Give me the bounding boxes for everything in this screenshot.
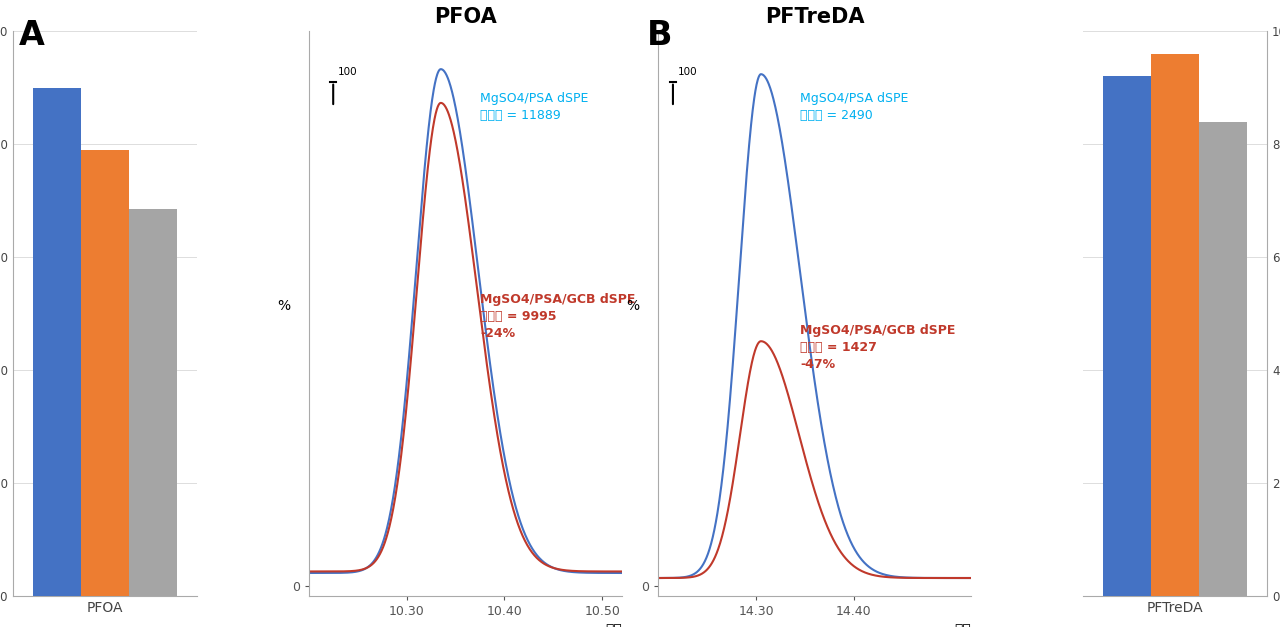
- Title: PFTreDA: PFTreDA: [765, 7, 864, 27]
- Text: A: A: [19, 19, 45, 52]
- Text: MgSO4/PSA/GCB dSPE
峰面积 = 1427
-47%: MgSO4/PSA/GCB dSPE 峰面积 = 1427 -47%: [800, 324, 955, 371]
- Title: PFOA: PFOA: [434, 7, 497, 27]
- Text: 100: 100: [338, 66, 357, 76]
- X-axis label: 时间: 时间: [955, 623, 972, 627]
- Bar: [32, 88, 81, 596]
- X-axis label: 时间: 时间: [605, 623, 622, 627]
- Bar: [1151, 54, 1199, 596]
- Bar: [1199, 122, 1248, 596]
- Bar: [81, 150, 129, 596]
- Text: 100: 100: [678, 66, 698, 76]
- Bar: [129, 209, 177, 596]
- Y-axis label: %: %: [276, 300, 291, 314]
- Bar: [1103, 76, 1151, 596]
- Text: B: B: [646, 19, 672, 52]
- Text: MgSO4/PSA/GCB dSPE
峰面积 = 9995
-24%: MgSO4/PSA/GCB dSPE 峰面积 = 9995 -24%: [480, 293, 635, 340]
- Y-axis label: %: %: [626, 300, 640, 314]
- Text: MgSO4/PSA dSPE
峰面积 = 2490: MgSO4/PSA dSPE 峰面积 = 2490: [800, 92, 909, 122]
- Text: MgSO4/PSA dSPE
峰面积 = 11889: MgSO4/PSA dSPE 峰面积 = 11889: [480, 92, 589, 122]
